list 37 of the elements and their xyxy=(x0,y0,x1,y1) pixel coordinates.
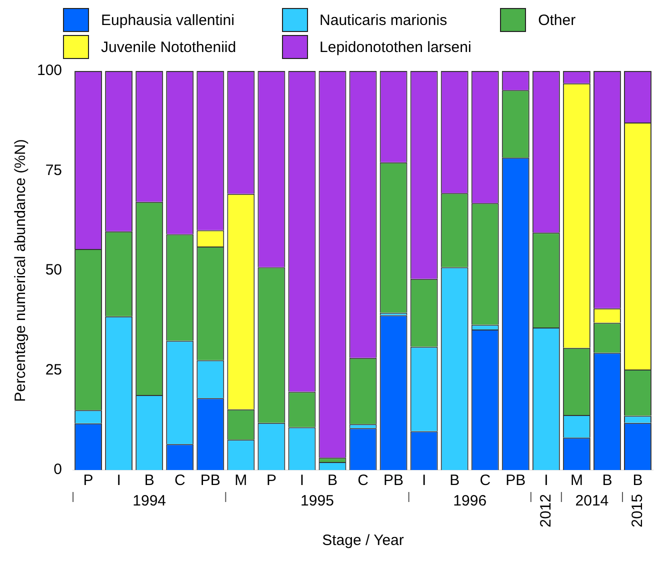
x-tick-label: P xyxy=(266,472,276,490)
y-tick-label: 50 xyxy=(45,262,62,279)
x-tick-label: B xyxy=(632,472,643,490)
text: 1995 xyxy=(300,492,334,510)
x-tick-label: P xyxy=(83,472,94,490)
x-tick-label: B xyxy=(450,472,460,490)
x-tick-label: I xyxy=(300,472,304,490)
x-tick-label: C xyxy=(174,472,186,490)
text: 2015 xyxy=(628,494,646,528)
text: 1994 xyxy=(132,492,166,510)
x-tick-label: I xyxy=(544,472,548,490)
x-tick-label: B xyxy=(602,472,612,490)
x-tick-label: C xyxy=(480,472,491,490)
y-axis-title: Percentage numerical abundance (%N) xyxy=(12,139,30,402)
x-tick-label: I xyxy=(422,472,426,490)
text: 2014 xyxy=(575,492,609,510)
x-tick-label: PB xyxy=(384,472,404,490)
legend-label: Juvenile Nototheniid xyxy=(101,38,236,56)
x-tick-label: PB xyxy=(506,472,526,490)
series-label: Lepidonotothen larseni xyxy=(320,38,472,56)
y-tick-label: 75 xyxy=(45,162,62,179)
x-tick-label: M xyxy=(570,472,583,490)
x-axis-title: Stage / Year xyxy=(322,532,404,550)
legend-label: Nauticaris marionis xyxy=(320,12,448,28)
x-tick-label: M xyxy=(234,472,248,490)
legend-label: Other xyxy=(538,12,576,28)
text: 1996 xyxy=(453,492,487,510)
legend-label: Euphausia vallentini xyxy=(101,12,234,28)
x-tick-label: PB xyxy=(200,472,220,490)
x-tick-label: I xyxy=(116,472,121,490)
x-tick-label: B xyxy=(327,472,338,490)
x-tick-label: C xyxy=(358,472,369,490)
y-tick-label: 100 xyxy=(36,62,62,80)
y-tick-label: 0 xyxy=(54,461,62,478)
x-tick-label: B xyxy=(144,472,154,490)
text: 2012 xyxy=(537,494,554,528)
y-tick-label: 25 xyxy=(45,361,62,378)
